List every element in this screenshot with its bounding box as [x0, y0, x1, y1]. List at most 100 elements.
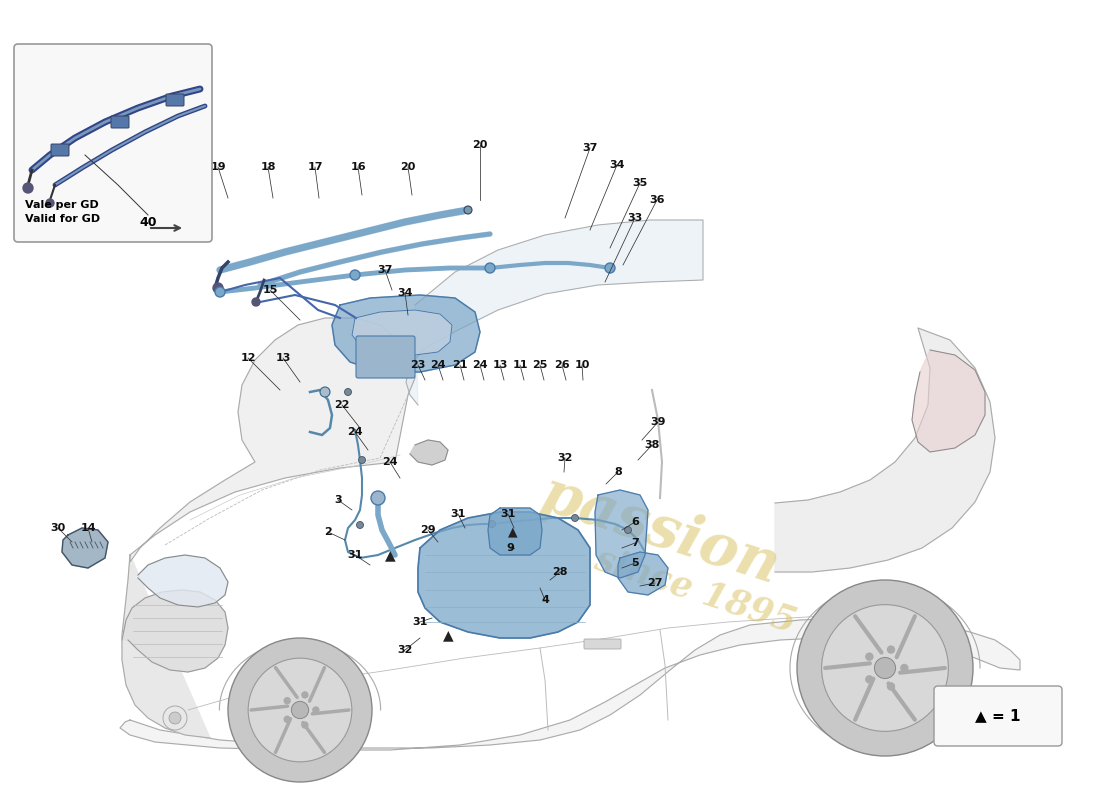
Text: 23: 23 [410, 360, 426, 370]
Circle shape [320, 387, 330, 397]
Text: 20: 20 [400, 162, 416, 172]
Circle shape [214, 287, 225, 297]
Circle shape [284, 698, 290, 704]
Polygon shape [122, 590, 228, 672]
Circle shape [625, 526, 631, 534]
Text: 14: 14 [80, 523, 96, 533]
Text: 24: 24 [382, 457, 398, 467]
Circle shape [888, 646, 894, 653]
Text: 8: 8 [614, 467, 622, 477]
Text: 24: 24 [472, 360, 487, 370]
Polygon shape [410, 440, 448, 465]
Text: 11: 11 [513, 360, 528, 370]
FancyBboxPatch shape [14, 44, 212, 242]
Text: 30: 30 [51, 523, 66, 533]
Text: 28: 28 [552, 567, 568, 577]
Text: 35: 35 [632, 178, 648, 188]
Text: 38: 38 [645, 440, 660, 450]
Text: 31: 31 [450, 509, 465, 519]
Polygon shape [488, 508, 542, 555]
FancyBboxPatch shape [356, 336, 415, 378]
Text: passion: passion [534, 465, 786, 595]
Circle shape [163, 706, 187, 730]
Polygon shape [352, 310, 452, 355]
Text: 24: 24 [430, 360, 446, 370]
Text: 17: 17 [307, 162, 322, 172]
Text: 22: 22 [334, 400, 350, 410]
Text: Vale per GD: Vale per GD [25, 200, 99, 210]
Polygon shape [120, 618, 1020, 750]
Polygon shape [122, 555, 210, 738]
FancyBboxPatch shape [166, 94, 184, 106]
Polygon shape [406, 220, 703, 405]
Polygon shape [62, 528, 108, 568]
Text: 26: 26 [554, 360, 570, 370]
Polygon shape [130, 318, 415, 562]
Text: 18: 18 [261, 162, 276, 172]
FancyBboxPatch shape [51, 144, 69, 156]
Circle shape [228, 638, 372, 782]
Circle shape [312, 707, 319, 713]
Text: 40: 40 [140, 215, 156, 229]
Circle shape [23, 183, 33, 193]
Text: 34: 34 [397, 288, 412, 298]
Circle shape [888, 683, 894, 690]
Text: 32: 32 [397, 645, 412, 655]
Text: 31: 31 [348, 550, 363, 560]
Text: 2: 2 [324, 527, 332, 537]
Text: 27: 27 [647, 578, 662, 588]
Circle shape [359, 457, 365, 463]
Circle shape [344, 389, 352, 395]
Circle shape [356, 522, 363, 529]
Text: 25: 25 [532, 360, 548, 370]
Text: 12: 12 [240, 353, 255, 363]
Polygon shape [332, 295, 480, 372]
Text: 9: 9 [506, 543, 514, 553]
Text: 33: 33 [627, 213, 642, 223]
Text: Valid for GD: Valid for GD [25, 214, 100, 224]
Circle shape [371, 491, 385, 505]
Text: 36: 36 [649, 195, 664, 205]
Polygon shape [138, 555, 228, 607]
Text: 37: 37 [377, 265, 393, 275]
Polygon shape [595, 490, 648, 578]
Circle shape [301, 692, 308, 698]
Text: 21: 21 [452, 360, 468, 370]
Text: 16: 16 [350, 162, 366, 172]
Text: 13: 13 [493, 360, 508, 370]
Circle shape [866, 676, 872, 683]
Text: ▲: ▲ [442, 628, 453, 642]
Text: ▲ = 1: ▲ = 1 [976, 709, 1021, 723]
FancyBboxPatch shape [934, 686, 1062, 746]
Circle shape [822, 605, 948, 731]
Circle shape [866, 653, 872, 660]
Text: 29: 29 [420, 525, 436, 535]
Text: ▲: ▲ [385, 548, 395, 562]
Circle shape [798, 580, 974, 756]
Circle shape [213, 283, 223, 293]
Circle shape [46, 199, 54, 207]
Circle shape [301, 722, 308, 728]
Text: since 1895: since 1895 [590, 542, 800, 638]
Text: 6: 6 [631, 517, 639, 527]
Polygon shape [912, 350, 984, 452]
Circle shape [605, 263, 615, 273]
Text: ▲: ▲ [508, 526, 518, 538]
Circle shape [488, 521, 495, 527]
Text: 24: 24 [348, 427, 363, 437]
Polygon shape [776, 328, 996, 572]
Circle shape [169, 712, 182, 724]
Text: 3: 3 [334, 495, 342, 505]
Text: 34: 34 [609, 160, 625, 170]
Circle shape [572, 514, 579, 522]
Polygon shape [418, 512, 590, 638]
Text: 31: 31 [500, 509, 516, 519]
Circle shape [292, 702, 309, 718]
Text: 4: 4 [541, 595, 549, 605]
Text: 19: 19 [210, 162, 225, 172]
Text: 5: 5 [631, 558, 639, 568]
Circle shape [252, 298, 260, 306]
Text: 39: 39 [650, 417, 666, 427]
Circle shape [284, 716, 290, 722]
Circle shape [350, 270, 360, 280]
